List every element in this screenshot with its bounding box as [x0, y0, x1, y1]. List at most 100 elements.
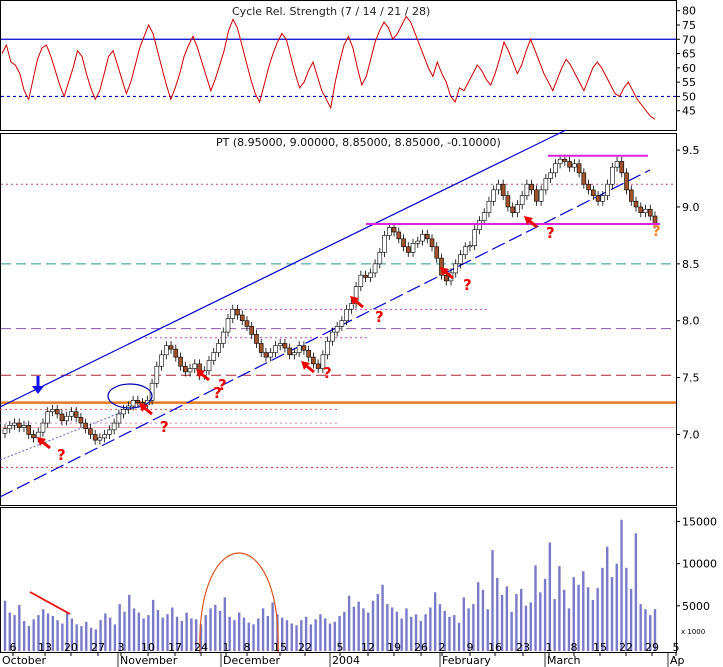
candle-body — [225, 318, 231, 333]
candle-body — [600, 195, 606, 202]
candle-body — [382, 235, 387, 253]
red-arrow: ? — [139, 403, 169, 436]
indicator-pane: Cycle Rel. Strength (7 / 14 / 21 / 28) 4… — [1, 5, 696, 120]
candle-body — [325, 340, 330, 356]
candle-body — [211, 352, 217, 361]
x-tick-label: 13 — [38, 641, 52, 654]
candle-body — [567, 161, 572, 168]
candle-body — [244, 320, 250, 327]
volume-bar — [65, 612, 69, 651]
candle-body — [16, 422, 22, 428]
volume-tick-label: 10000 — [682, 558, 717, 571]
x-tick-label: 26 — [414, 641, 428, 654]
indicator-tick-label: 50 — [682, 90, 696, 103]
candle-body — [107, 429, 112, 435]
x-tick-label: 23 — [516, 641, 530, 654]
volume-frame — [0, 507, 677, 653]
candle-body — [45, 411, 51, 424]
candle-body — [130, 400, 136, 407]
candle-body — [282, 343, 288, 349]
volume-bar — [515, 594, 518, 651]
candle-body — [287, 347, 292, 356]
candle-body — [572, 163, 577, 168]
volume-bar — [175, 616, 179, 651]
volume-bar — [610, 577, 614, 651]
volume-bar — [13, 615, 16, 651]
volume-bar — [199, 624, 203, 651]
candle-body — [21, 425, 27, 428]
volume-bar — [123, 611, 126, 651]
volume-bar — [42, 609, 45, 651]
candle-body — [154, 365, 160, 384]
volume-bar — [214, 604, 217, 651]
volume-bar — [424, 614, 427, 651]
question-mark: ? — [463, 276, 472, 294]
volume-bar — [252, 624, 255, 651]
red-arrow: ? — [301, 361, 332, 382]
candle-body — [116, 413, 122, 424]
volume-bar — [228, 616, 231, 651]
red-arrow: ? — [37, 437, 66, 464]
candle-body — [462, 246, 468, 256]
volume-bar — [166, 614, 169, 651]
candle-body — [239, 314, 245, 322]
volume-bar — [132, 608, 136, 651]
x-axis: 6 13 20 27 3 10 17 24 1 8 15 22 5 12 19 26 2 9 16 23 1 8 15 22 2… — [2, 641, 685, 667]
candle-body — [638, 206, 644, 213]
volume-bar — [625, 567, 628, 651]
candle-body — [26, 425, 32, 435]
candle-body — [220, 331, 226, 344]
candle-body — [7, 425, 13, 430]
volume-bar — [104, 613, 107, 651]
month-label: February — [442, 654, 491, 667]
volume-bar — [8, 612, 11, 651]
volume-bar — [347, 595, 351, 651]
candle-body — [173, 348, 179, 358]
volume-bar — [18, 604, 21, 651]
candle-body — [254, 334, 259, 344]
volume-bar — [75, 624, 78, 651]
candle-body — [358, 274, 364, 287]
volume-tick-label: 15000 — [682, 515, 717, 528]
candle-body — [647, 208, 653, 217]
indicator-tick-label: 75 — [682, 19, 696, 32]
volume-bar — [237, 612, 241, 651]
volume-bar — [644, 609, 647, 651]
candle-body — [609, 166, 615, 185]
red-arrow-head — [301, 361, 310, 370]
candle-body — [614, 161, 620, 168]
candle-body — [553, 163, 558, 174]
red-arrow-head — [440, 267, 449, 276]
blue-arrow-head — [32, 386, 44, 394]
candle-body — [268, 352, 273, 358]
candle-body — [529, 183, 534, 191]
candle-body — [320, 354, 326, 369]
indicator-line — [1, 15, 656, 120]
candle-body — [64, 415, 69, 422]
volume-unit-label: x 1000 — [681, 628, 705, 636]
candle-body — [363, 274, 368, 278]
red-arrow: ? — [440, 267, 472, 294]
question-mark: ? — [213, 384, 222, 402]
candle-body — [429, 238, 435, 248]
volume-bar — [591, 599, 595, 651]
candle-body — [500, 183, 506, 196]
volume-bar — [247, 622, 250, 651]
volume-bar — [486, 609, 489, 651]
volume-bar — [147, 615, 150, 651]
indicator-frame — [0, 0, 677, 131]
volume-bar — [37, 615, 40, 651]
candle-body — [434, 246, 440, 259]
x-tick-label: 5 — [337, 641, 344, 654]
candle-body — [605, 183, 610, 196]
x-tick-label: 5 — [673, 641, 680, 654]
candle-body — [562, 158, 568, 162]
volume-bar — [281, 617, 284, 651]
volume-bar — [649, 615, 652, 651]
candle-body — [396, 231, 402, 240]
volume-bar — [639, 604, 642, 651]
volume-bar — [314, 619, 317, 651]
question-mark: ? — [375, 308, 384, 326]
candle-body — [111, 422, 117, 431]
price-tick-label: 8.5 — [682, 258, 700, 271]
